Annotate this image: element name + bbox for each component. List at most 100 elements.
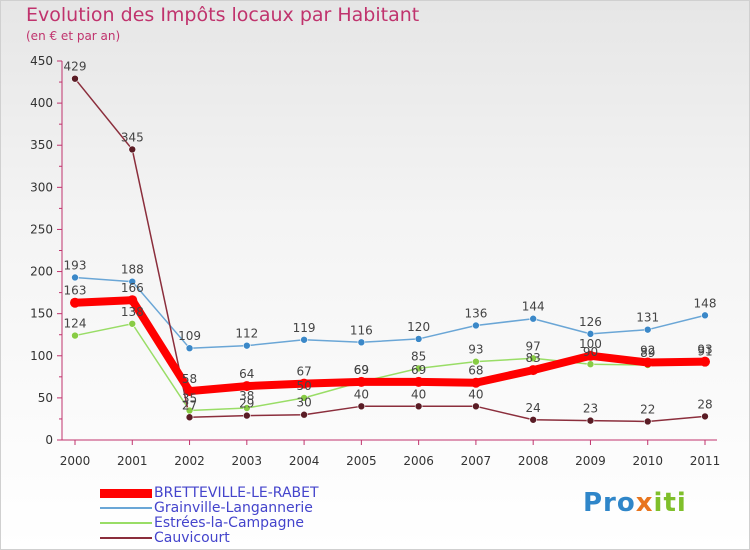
- data-point: [300, 394, 308, 402]
- y-tick-label: 450: [30, 54, 53, 68]
- legend-label-estrees: Estrées-la-Campagne: [154, 515, 305, 531]
- x-tick-label: 2002: [174, 454, 205, 468]
- data-point: [184, 386, 195, 397]
- data-point: [299, 378, 310, 389]
- y-tick-label: 100: [30, 349, 53, 363]
- data-point: [472, 321, 480, 330]
- data-label: 67: [296, 365, 311, 379]
- data-point: [128, 145, 137, 154]
- data-point: [528, 365, 539, 376]
- data-label: 112: [235, 327, 258, 341]
- data-point: [357, 338, 366, 347]
- data-label: 136: [464, 306, 487, 320]
- data-point: [185, 413, 194, 422]
- data-point: [472, 357, 480, 366]
- data-point: [585, 350, 596, 361]
- data-label: 50: [296, 379, 311, 393]
- data-label: 38: [239, 389, 254, 403]
- y-tick-label: 0: [45, 433, 53, 447]
- y-tick-label: 200: [30, 265, 53, 279]
- series-points: [70, 74, 710, 426]
- data-label: 40: [468, 387, 483, 401]
- data-labels: 193 188 109 112 119 116 120 136 144 126 131 148 124 1…: [64, 60, 717, 417]
- data-label: 109: [178, 329, 201, 343]
- data-label: 138: [121, 305, 144, 319]
- x-tick-label: 2004: [289, 454, 320, 468]
- data-point: [643, 417, 652, 426]
- x-tick-label: 2007: [461, 454, 492, 468]
- data-label: 119: [293, 321, 316, 335]
- y-tick-label: 400: [30, 96, 53, 110]
- data-point: [71, 74, 79, 83]
- legend-label-bretteville: BRETTEVILLE-LE-RABET: [154, 485, 319, 501]
- x-tick-label: 2001: [117, 454, 148, 468]
- series-line-2: [74, 323, 706, 412]
- legend-swatch-grainville: [100, 507, 152, 509]
- data-label: 69: [354, 363, 369, 377]
- data-point: [300, 410, 308, 419]
- x-tick-label: 2005: [346, 454, 377, 468]
- data-label: 148: [694, 296, 717, 310]
- data-label: 64: [239, 367, 254, 381]
- x-tick-label: 2000: [60, 454, 91, 468]
- data-point: [529, 314, 537, 323]
- proxiti-logo: Proxiti: [583, 488, 687, 518]
- data-label: 35: [182, 392, 197, 406]
- data-point: [701, 412, 709, 421]
- y-tick-label: 350: [30, 138, 53, 152]
- data-label: 91: [697, 344, 712, 358]
- data-label: 58: [182, 372, 197, 386]
- data-label: 83: [526, 351, 541, 365]
- data-label: 24: [526, 401, 541, 415]
- data-point: [642, 357, 653, 368]
- data-label: 163: [64, 284, 87, 298]
- x-tick-label: 2003: [232, 454, 263, 468]
- x-tick-label: 2006: [403, 454, 434, 468]
- data-point: [243, 411, 251, 420]
- legend-item-grainville: Grainville-Langannerie: [100, 500, 313, 516]
- series-line-3: [74, 78, 706, 423]
- data-point: [529, 354, 537, 363]
- data-point: [472, 402, 480, 411]
- data-label: 69: [411, 363, 426, 377]
- data-label: 188: [121, 263, 144, 277]
- data-label: 68: [468, 364, 483, 378]
- data-point: [586, 416, 595, 425]
- data-label: 69: [354, 363, 369, 377]
- legend-item-cauvicourt: Cauvicourt: [100, 530, 230, 546]
- data-label: 29: [239, 397, 254, 411]
- data-point: [128, 319, 137, 328]
- data-point: [414, 335, 423, 343]
- data-point: [470, 377, 481, 388]
- legend-swatch-bretteville: [100, 488, 152, 498]
- data-label: 193: [64, 258, 87, 272]
- data-label: 27: [182, 398, 197, 412]
- chart-subtitle: (en € et par an): [26, 29, 121, 43]
- data-point: [71, 331, 79, 340]
- data-label: 28: [697, 397, 712, 411]
- series-line-0: [74, 296, 706, 396]
- data-label: 22: [640, 402, 655, 416]
- data-point: [529, 415, 537, 424]
- data-point: [128, 277, 137, 286]
- data-point: [241, 381, 252, 392]
- data-point: [185, 344, 194, 352]
- data-point: [356, 376, 367, 387]
- x-tick-label: 2009: [575, 454, 606, 468]
- data-label: 30: [296, 396, 311, 410]
- series-lines: [74, 78, 706, 423]
- legend-label-cauvicourt: Cauvicourt: [154, 530, 230, 546]
- data-label: 126: [579, 315, 602, 329]
- legend-swatch-cauvicourt: [100, 537, 152, 539]
- x-tick-label: 2011: [690, 454, 721, 468]
- data-point: [414, 402, 423, 411]
- data-label: 144: [522, 300, 545, 314]
- y-tick-label: 50: [38, 391, 53, 405]
- data-point: [586, 360, 595, 369]
- data-label: 131: [636, 311, 659, 325]
- data-point: [414, 364, 423, 373]
- data-label: 166: [121, 281, 144, 295]
- data-label: 40: [411, 387, 426, 401]
